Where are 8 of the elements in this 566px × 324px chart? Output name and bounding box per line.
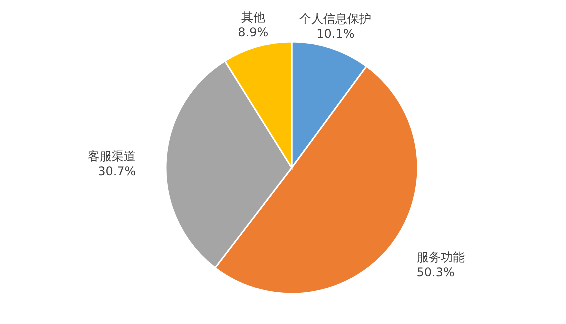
data-label: 10.1% [316, 26, 355, 41]
slice-label: 客服渠道 [88, 150, 136, 164]
slice-label: 其他 [241, 10, 266, 24]
data-label: 8.9% [238, 25, 269, 40]
data-label: 30.7% [98, 164, 136, 179]
slice-label: 个人信息保护 [300, 12, 372, 26]
slice-label: 服务功能 [416, 250, 465, 265]
data-label: 50.3% [416, 266, 455, 280]
